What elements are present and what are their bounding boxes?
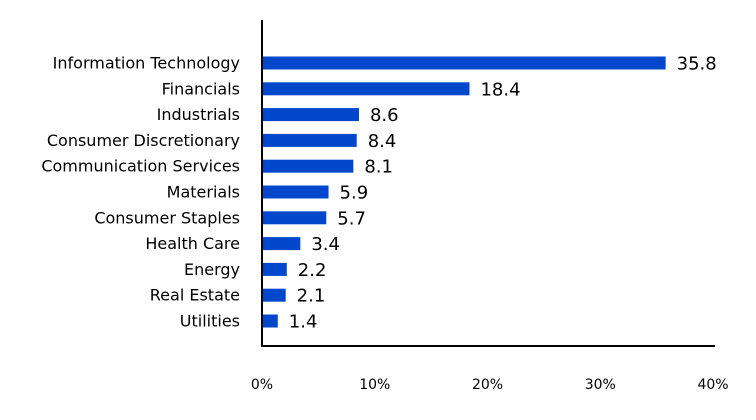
category-label-consumer-discretionary: Consumer Discretionary bbox=[47, 131, 240, 150]
bar-utilities bbox=[262, 314, 278, 328]
x-tick-label: 30% bbox=[585, 377, 616, 393]
category-label-energy: Energy bbox=[184, 260, 240, 279]
bar-consumer-staples bbox=[262, 211, 327, 225]
value-label-information-technology: 35.8 bbox=[677, 54, 717, 75]
value-label-health-care: 3.4 bbox=[311, 234, 340, 255]
x-tick-label: 20% bbox=[472, 377, 503, 393]
value-label-communication-services: 8.1 bbox=[364, 157, 393, 178]
value-label-materials: 5.9 bbox=[340, 183, 369, 204]
value-label-utilities: 1.4 bbox=[289, 312, 318, 333]
value-label-real-estate: 2.1 bbox=[297, 286, 326, 307]
category-label-consumer-staples: Consumer Staples bbox=[94, 208, 240, 227]
value-label-consumer-discretionary: 8.4 bbox=[368, 131, 397, 152]
x-tick-labels: 0% 10% 20% 30% 40% bbox=[251, 377, 729, 393]
category-label-materials: Materials bbox=[167, 183, 240, 202]
category-label-financials: Financials bbox=[162, 79, 240, 98]
bar-financials bbox=[262, 82, 470, 96]
bar-communication-services bbox=[262, 159, 354, 173]
category-label-utilities: Utilities bbox=[180, 312, 240, 331]
x-tick-label: 40% bbox=[697, 377, 728, 393]
bar-industrials bbox=[262, 108, 359, 122]
value-label-industrials: 8.6 bbox=[370, 105, 399, 126]
category-label-health-care: Health Care bbox=[145, 234, 240, 253]
value-labels: 35.8 18.4 8.6 8.4 8.1 5.9 5.7 3.4 2.2 2.1 1.4 bbox=[289, 54, 717, 333]
x-tick-label: 10% bbox=[359, 377, 390, 393]
bar-health-care bbox=[262, 237, 301, 251]
bar-information-technology bbox=[262, 56, 666, 70]
category-labels: Information Technology Financials Industri… bbox=[41, 54, 240, 331]
value-label-financials: 18.4 bbox=[480, 79, 520, 100]
category-label-real-estate: Real Estate bbox=[150, 286, 240, 305]
value-label-consumer-staples: 5.7 bbox=[337, 208, 366, 229]
bar-energy bbox=[262, 262, 287, 276]
bars-layer bbox=[262, 56, 666, 328]
value-label-energy: 2.2 bbox=[298, 260, 327, 281]
category-label-industrials: Industrials bbox=[157, 105, 240, 124]
x-tick-label: 0% bbox=[251, 377, 273, 393]
category-label-communication-services: Communication Services bbox=[41, 157, 240, 176]
bar-real-estate bbox=[262, 288, 286, 302]
bar-materials bbox=[262, 185, 329, 199]
bar-consumer-discretionary bbox=[262, 133, 357, 147]
category-label-information-technology: Information Technology bbox=[53, 54, 240, 73]
